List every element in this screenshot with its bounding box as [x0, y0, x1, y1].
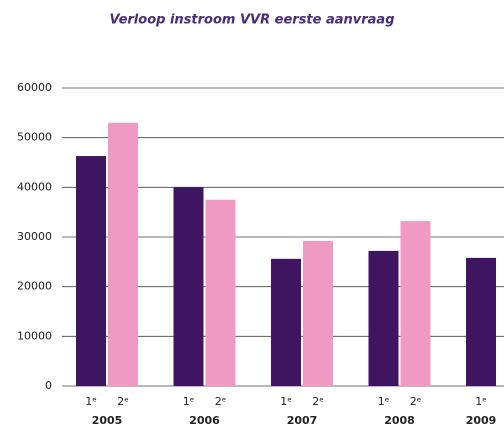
y-tick-label: 0 — [45, 379, 52, 392]
x-tick-label: 2007 — [287, 414, 318, 427]
bar — [400, 221, 431, 386]
x-tick-label: 2008 — [384, 414, 415, 427]
bar — [466, 257, 496, 386]
y-tick-label: 40000 — [17, 180, 52, 193]
x-tick-label: 2009 — [466, 414, 497, 427]
bar-sub-label: 1ᵉ — [280, 395, 292, 408]
bar — [76, 156, 106, 386]
y-tick-label: 50000 — [17, 131, 52, 144]
bar-sub-label: 1ᵉ — [183, 395, 195, 408]
chart-title: Verloop instroom VVR eerste aanvraag — [109, 13, 394, 28]
y-tick-label: 10000 — [17, 329, 52, 342]
x-tick-label: 2006 — [189, 414, 220, 427]
y-tick-label: 20000 — [17, 280, 52, 293]
bar-sub-label: 2ᵉ — [215, 395, 227, 408]
bar — [303, 240, 333, 386]
bar — [368, 250, 399, 386]
bar — [173, 187, 204, 386]
x-tick-label: 2005 — [92, 414, 123, 427]
bar-sub-label: 2ᵉ — [312, 395, 324, 408]
y-tick-label: 60000 — [17, 81, 52, 94]
bar-sub-label: 2ᵉ — [117, 395, 129, 408]
bar — [271, 258, 301, 386]
bar-sub-label: 2ᵉ — [410, 395, 422, 408]
bar-sub-label: 1ᵉ — [475, 395, 487, 408]
bar — [108, 122, 138, 387]
bar-sub-label: 1ᵉ — [85, 395, 97, 408]
bar-sub-label: 1ᵉ — [378, 395, 390, 408]
y-tick-label: 30000 — [17, 230, 52, 243]
bar — [205, 199, 236, 386]
